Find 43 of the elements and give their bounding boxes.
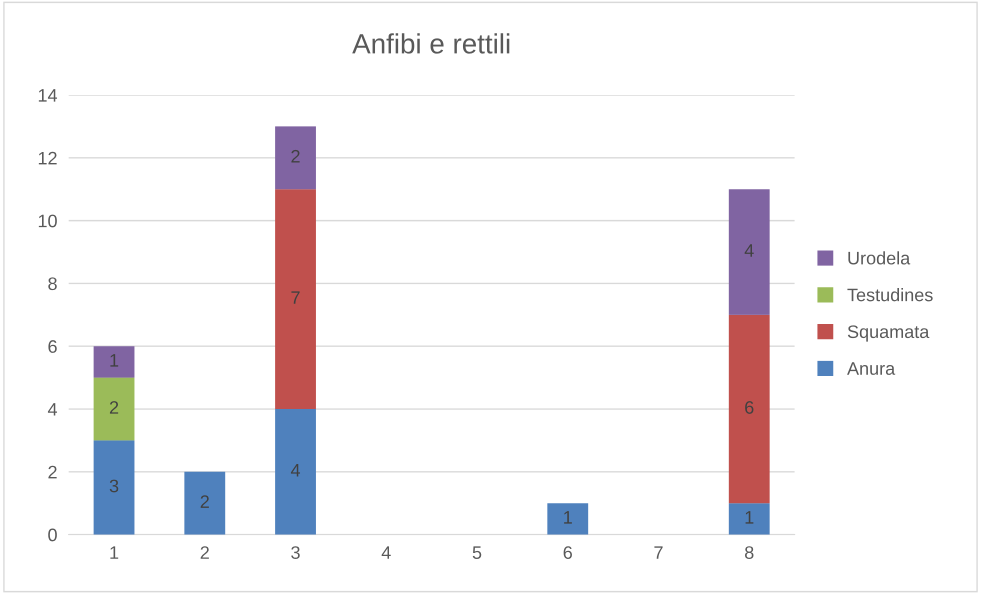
bar: [94, 346, 134, 378]
data-label: 1: [110, 354, 118, 367]
data-label: 6: [745, 401, 754, 414]
data-label: 4: [290, 464, 300, 476]
x-tick-label: 6: [564, 546, 572, 559]
chart-title: Anfibi e rettili: [352, 33, 510, 54]
bar: [275, 409, 316, 535]
x-tick-label: 1: [110, 546, 118, 559]
legend-label: Squamata: [848, 325, 930, 342]
data-label: 1: [564, 511, 572, 524]
bar: [728, 189, 770, 315]
bar: [728, 503, 770, 535]
data-label: 3: [110, 480, 118, 492]
x-tick-label: 4: [382, 546, 391, 559]
x-tick-label: 7: [654, 546, 663, 559]
legend-label: Testudines: [847, 288, 933, 302]
y-tick-label: 2: [48, 466, 57, 478]
data-label: 2: [110, 401, 118, 414]
x-tick-label: 5: [472, 546, 482, 559]
data-label: 2: [291, 150, 300, 163]
y-tick-label: 12: [38, 152, 57, 164]
bar: [275, 126, 316, 190]
bar: [275, 189, 316, 410]
x-tick-label: 3: [291, 546, 300, 559]
data-label: 7: [291, 291, 300, 304]
legend-label: Urodela: [848, 251, 910, 265]
legend-label: Anura: [847, 362, 896, 375]
data-label: 2: [200, 495, 209, 508]
y-tick-label: 10: [38, 214, 57, 228]
data-label: 1: [746, 511, 754, 524]
bar: [728, 314, 770, 504]
x-tick-label: 2: [200, 546, 209, 559]
x-tick-label: 8: [745, 546, 754, 559]
y-tick-label: 6: [48, 340, 57, 353]
y-tick-label: 14: [38, 89, 58, 102]
y-tick-label: 8: [48, 277, 57, 290]
bar: [94, 378, 134, 440]
bar: [94, 440, 134, 535]
bar: [184, 472, 226, 535]
y-tick-label: 4: [48, 403, 58, 416]
data-label: 4: [744, 244, 754, 257]
y-tick-label: 0: [48, 528, 57, 542]
bar: [547, 503, 588, 535]
